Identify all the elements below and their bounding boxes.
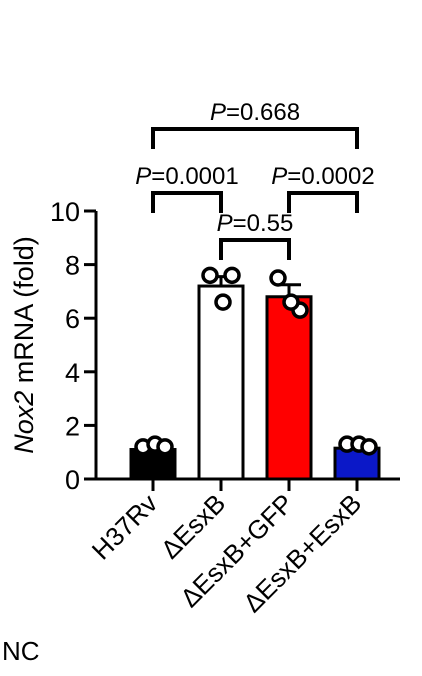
comparison-label-3: P=0.55: [217, 210, 294, 237]
x-tick-label-3: ΔEsxB+EsxB: [237, 488, 367, 618]
x-tick-label-0: H37Rv: [86, 488, 163, 565]
y-tick-label-10: 10: [50, 197, 80, 227]
comparison-bracket-1: [151, 191, 223, 213]
y-tick-label-6: 6: [65, 304, 80, 334]
nc-label: NC: [2, 636, 40, 666]
bar-1: [197, 284, 245, 481]
bar-layer: [129, 266, 381, 481]
y-axis-label: Nox2 mRNA (fold): [9, 236, 39, 454]
y-tick-label-4: 4: [65, 358, 80, 388]
y-tick-label-0: 0: [65, 465, 80, 495]
comparison-bracket-3: [219, 238, 291, 260]
data-point-1-0: [201, 266, 219, 285]
data-point-1-1: [223, 266, 241, 285]
comparison-label-0: P=0.668: [210, 99, 300, 126]
data-point-0-2: [156, 438, 174, 456]
y-tick-label-2: 2: [65, 411, 80, 441]
comparison-bracket-2: [287, 191, 359, 213]
data-point-2-0: [269, 269, 287, 287]
comparison-label-1: P=0.0001: [135, 163, 238, 190]
bar-2: [265, 295, 313, 481]
data-point-2-2: [282, 293, 300, 311]
y-axis: 0 2 4 6 8 10: [50, 197, 98, 495]
comparison-layer: P=0.668 P=0.0001 P=0.0002 P=0.55: [135, 99, 375, 260]
comparison-label-2: P=0.0002: [271, 163, 374, 190]
data-point-1-2: [214, 293, 232, 311]
data-point-3-2: [360, 438, 378, 456]
y-tick-label-8: 8: [65, 251, 80, 281]
comparison-bracket-0: [151, 127, 359, 149]
